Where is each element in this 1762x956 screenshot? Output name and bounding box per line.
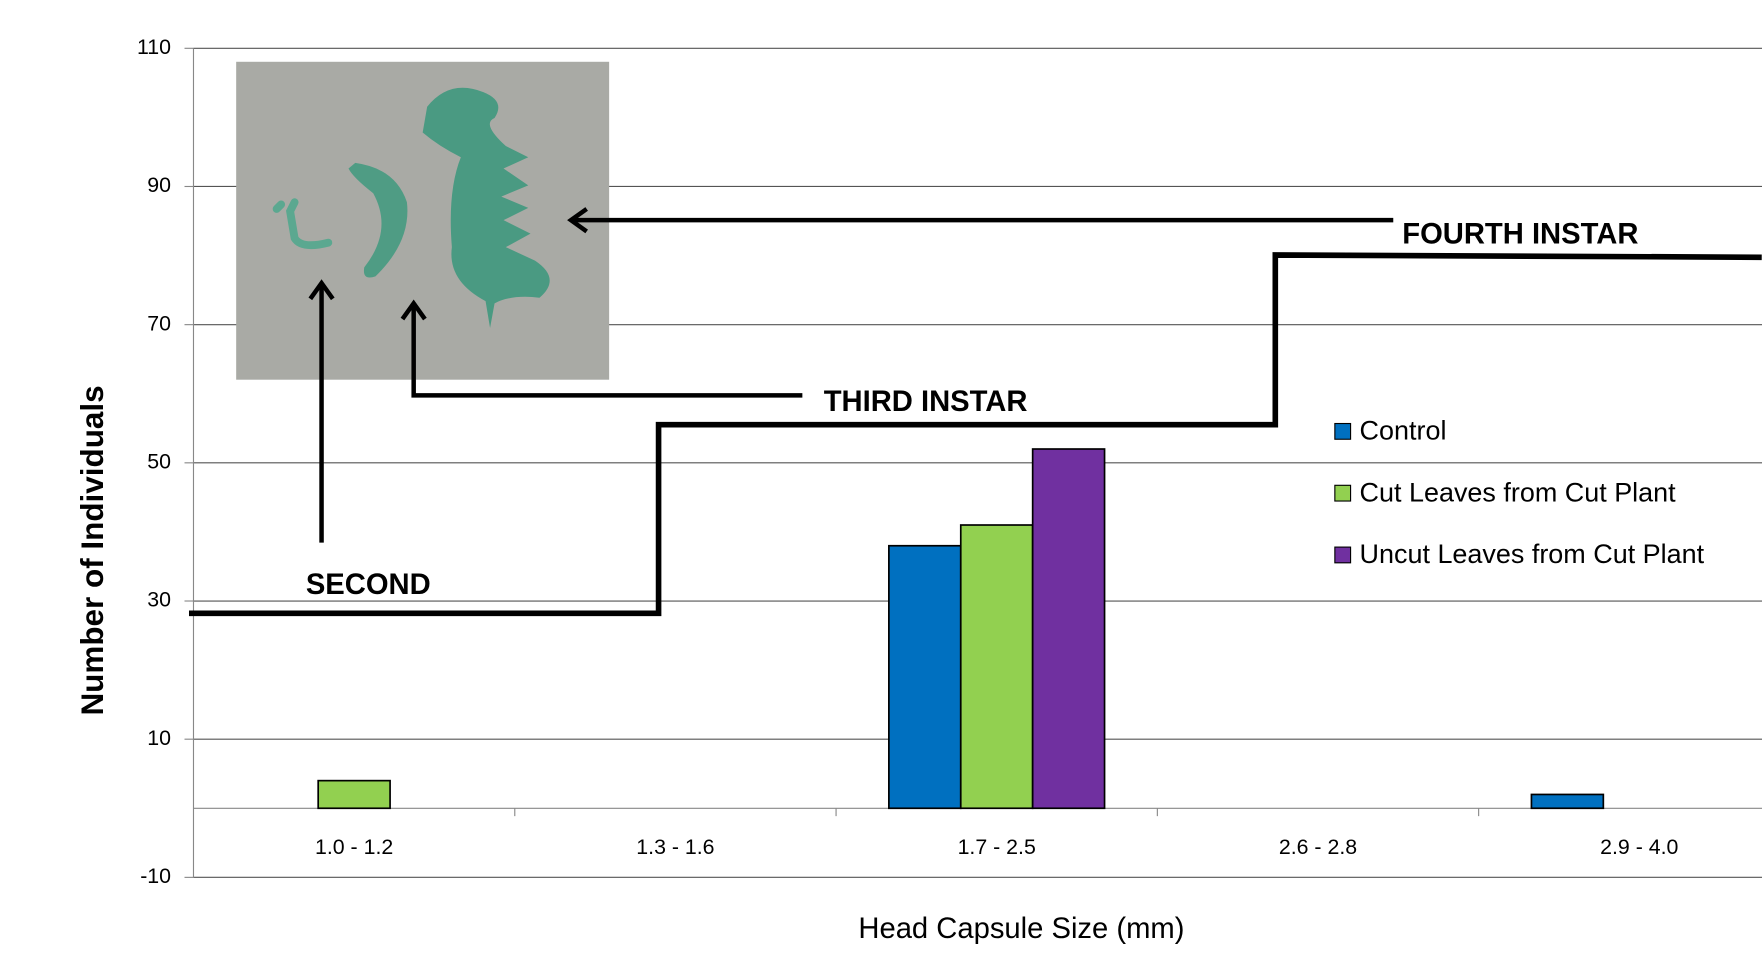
- bar: [1033, 449, 1105, 808]
- x-tick-label: 1.3 - 1.6: [636, 835, 714, 859]
- legend-label: Control: [1360, 416, 1447, 446]
- legend-label: Uncut Leaves from Cut Plant: [1360, 539, 1705, 569]
- bar: [961, 525, 1033, 808]
- y-tick-label: 70: [147, 311, 171, 335]
- y-axis-label: Number of Individuals: [75, 385, 110, 715]
- y-tick-label: -10: [140, 864, 171, 888]
- bar: [889, 546, 961, 809]
- x-tick-label: 2.9 - 4.0: [1600, 835, 1678, 859]
- legend-label: Cut Leaves from Cut Plant: [1360, 477, 1677, 507]
- bar: [1531, 794, 1603, 808]
- bar: [318, 781, 390, 809]
- photo: [236, 62, 609, 380]
- x-tick-label: 2.6 - 2.8: [1279, 835, 1357, 859]
- x-tick-label: 1.7 - 2.5: [958, 835, 1036, 859]
- annotation-label: THIRD INSTAR: [824, 386, 1028, 418]
- y-tick-label: 90: [147, 173, 171, 197]
- y-tick-label: 110: [137, 35, 171, 59]
- y-tick-label: 10: [147, 726, 171, 750]
- legend-swatch: [1335, 424, 1351, 440]
- y-tick-label: 30: [147, 588, 171, 612]
- annotation-label: FOURTH INSTAR: [1402, 219, 1638, 251]
- chart: -10 10 30 50 70 90 110 1.0 - 1.2 1.3 - 1.6 1.7 - …: [0, 0, 1762, 956]
- page: -10 10 30 50 70 90 110 1.0 - 1.2 1.3 - 1.6 1.7 - …: [0, 0, 1762, 956]
- annotation-label: SECOND: [306, 569, 431, 601]
- legend-swatch: [1335, 547, 1351, 563]
- y-tick-label: 50: [147, 449, 171, 473]
- legend-swatch: [1335, 485, 1351, 501]
- x-tick-label: 1.0 - 1.2: [315, 835, 393, 859]
- x-axis-label: Head Capsule Size (mm): [858, 913, 1184, 945]
